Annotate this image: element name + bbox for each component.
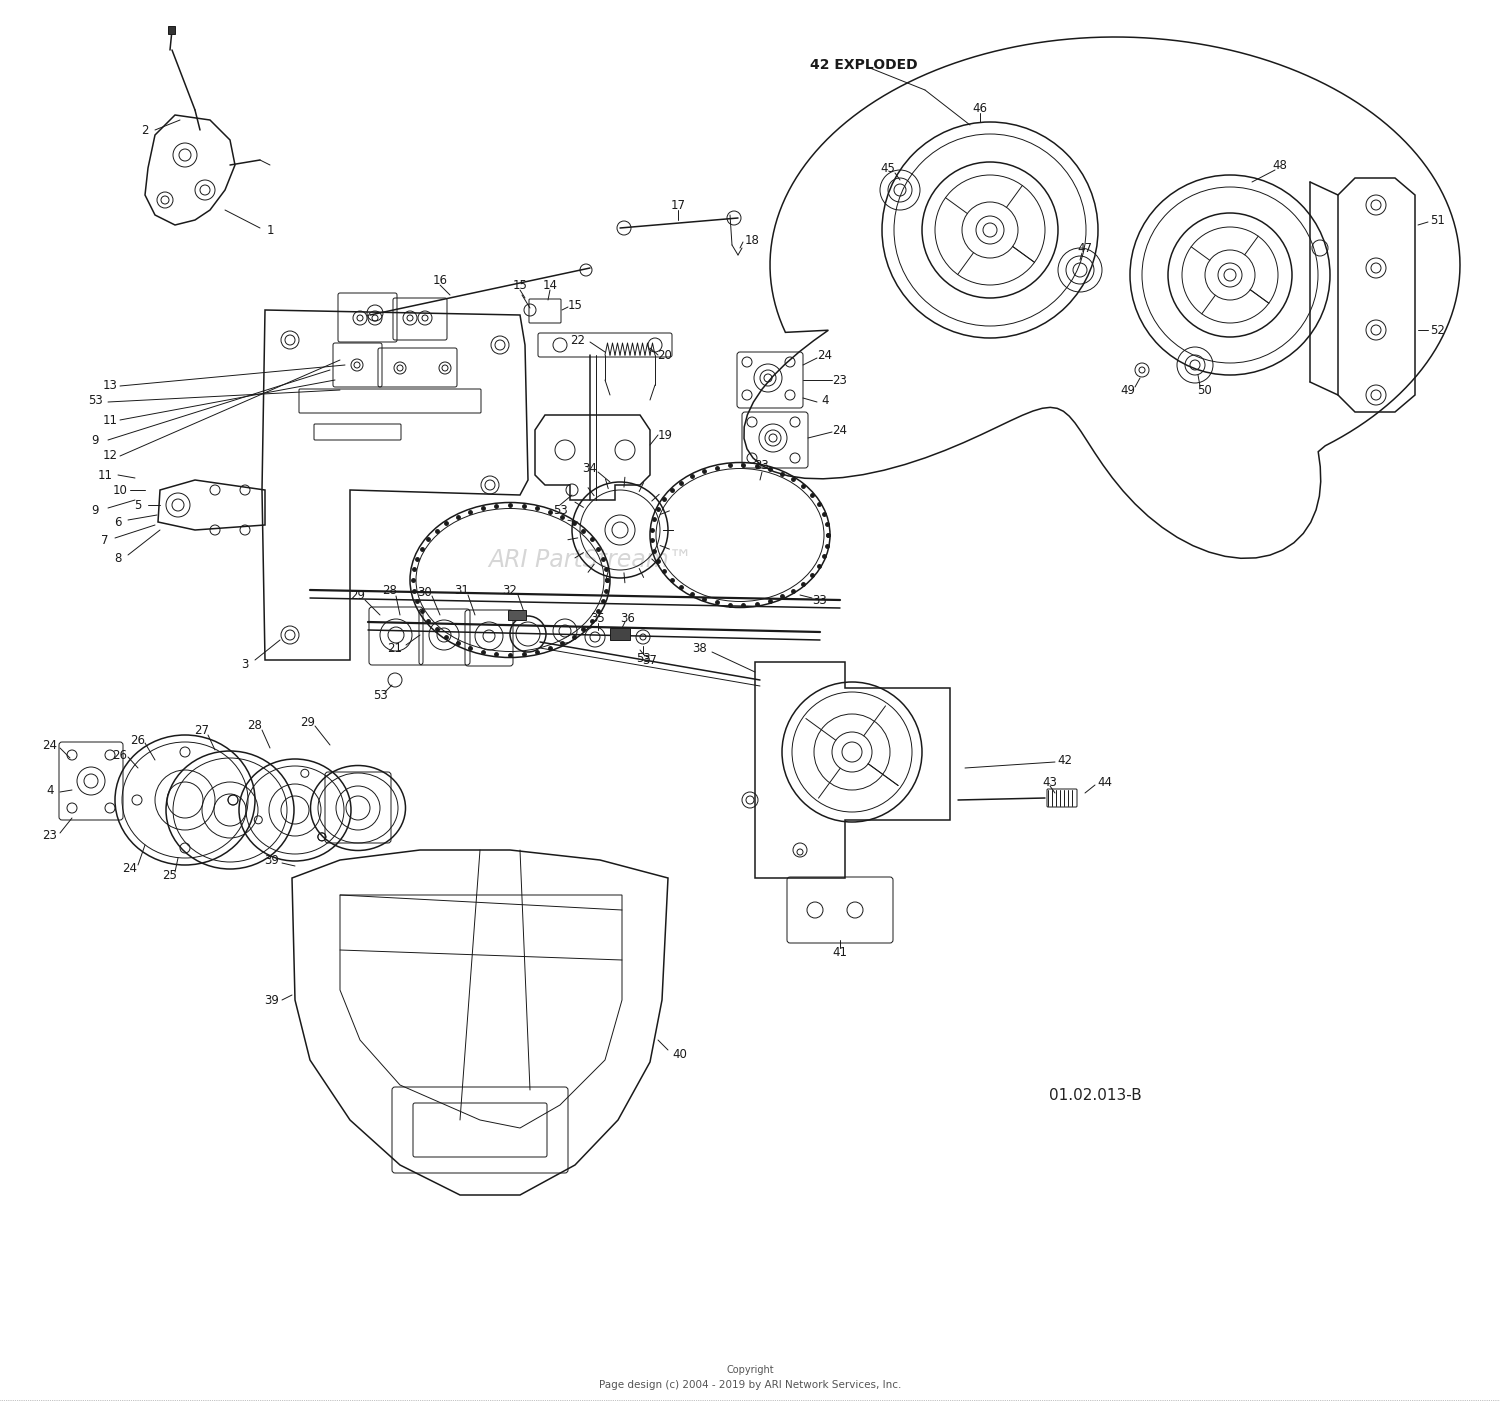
Text: Copyright: Copyright <box>726 1366 774 1375</box>
Text: 49: 49 <box>1120 384 1136 396</box>
Text: 22: 22 <box>570 333 585 347</box>
Text: 21: 21 <box>387 642 402 655</box>
Text: 24: 24 <box>123 861 138 874</box>
Text: 8: 8 <box>114 552 122 565</box>
Text: 53: 53 <box>372 688 387 701</box>
Text: 13: 13 <box>102 378 117 392</box>
Text: 47: 47 <box>1077 242 1092 254</box>
Text: 20: 20 <box>657 348 672 361</box>
Text: 4: 4 <box>822 393 830 406</box>
Text: 1: 1 <box>267 223 274 236</box>
Text: 6: 6 <box>114 516 122 528</box>
Text: Page design (c) 2004 - 2019 by ARI Network Services, Inc.: Page design (c) 2004 - 2019 by ARI Netwo… <box>598 1380 902 1390</box>
Text: 52: 52 <box>1431 323 1446 337</box>
Text: 3: 3 <box>242 658 249 670</box>
Text: 2: 2 <box>141 124 148 136</box>
Text: 23: 23 <box>42 829 57 842</box>
Text: 11: 11 <box>102 413 117 427</box>
Text: 31: 31 <box>454 583 470 597</box>
Text: 51: 51 <box>1431 214 1446 226</box>
Text: 24: 24 <box>818 348 833 361</box>
Text: 26: 26 <box>130 733 146 746</box>
Text: 01.02.013-B: 01.02.013-B <box>1048 1087 1142 1103</box>
Text: 18: 18 <box>744 233 759 246</box>
Text: 34: 34 <box>582 461 597 475</box>
Text: 10: 10 <box>112 483 128 496</box>
Text: 24: 24 <box>42 739 57 752</box>
Text: 25: 25 <box>162 868 177 881</box>
Bar <box>168 27 176 34</box>
Text: 4: 4 <box>46 784 54 797</box>
Text: 43: 43 <box>1042 776 1058 788</box>
Text: 42 EXPLODED: 42 EXPLODED <box>810 58 918 72</box>
Text: 14: 14 <box>543 278 558 291</box>
Text: 32: 32 <box>503 583 518 597</box>
Text: 23: 23 <box>833 374 848 386</box>
Text: 16: 16 <box>432 274 447 287</box>
Text: 15: 15 <box>513 278 528 291</box>
Text: 39: 39 <box>264 853 279 867</box>
Text: 38: 38 <box>693 642 708 655</box>
Text: 42: 42 <box>1058 753 1072 767</box>
Text: 19: 19 <box>657 429 672 441</box>
Text: 27: 27 <box>195 724 210 736</box>
Text: 29: 29 <box>351 589 366 601</box>
Text: 9: 9 <box>92 434 99 447</box>
Bar <box>610 628 630 641</box>
Text: ARI PartStream™: ARI PartStream™ <box>488 548 692 572</box>
Text: 36: 36 <box>621 611 636 624</box>
Text: 53: 53 <box>636 652 651 665</box>
Text: 44: 44 <box>1098 776 1113 788</box>
Text: 45: 45 <box>880 162 896 174</box>
Text: 7: 7 <box>102 534 110 547</box>
Text: 28: 28 <box>382 583 398 597</box>
Text: 48: 48 <box>1272 159 1287 171</box>
Text: 33: 33 <box>813 593 828 607</box>
Bar <box>509 610 526 620</box>
Text: 33: 33 <box>754 458 770 472</box>
Text: 35: 35 <box>591 611 606 624</box>
Text: 50: 50 <box>1197 384 1212 396</box>
Text: 24: 24 <box>833 423 848 437</box>
Text: 53: 53 <box>552 503 567 517</box>
Text: 37: 37 <box>642 653 657 666</box>
Text: 39: 39 <box>264 993 279 1006</box>
Text: 26: 26 <box>112 749 128 762</box>
Text: 30: 30 <box>417 586 432 599</box>
Text: 15: 15 <box>567 298 582 312</box>
Text: 12: 12 <box>102 448 117 461</box>
Text: 46: 46 <box>972 101 987 114</box>
Text: 41: 41 <box>833 946 848 958</box>
Text: 17: 17 <box>670 198 686 212</box>
Text: 29: 29 <box>300 715 315 729</box>
Text: 5: 5 <box>135 499 141 511</box>
Text: 53: 53 <box>87 393 102 406</box>
Text: 9: 9 <box>92 503 99 517</box>
Text: 28: 28 <box>248 718 262 732</box>
Text: 40: 40 <box>672 1048 687 1062</box>
Text: 11: 11 <box>98 468 112 482</box>
